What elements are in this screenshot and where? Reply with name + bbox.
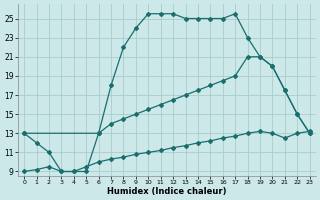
X-axis label: Humidex (Indice chaleur): Humidex (Indice chaleur) [107,187,227,196]
